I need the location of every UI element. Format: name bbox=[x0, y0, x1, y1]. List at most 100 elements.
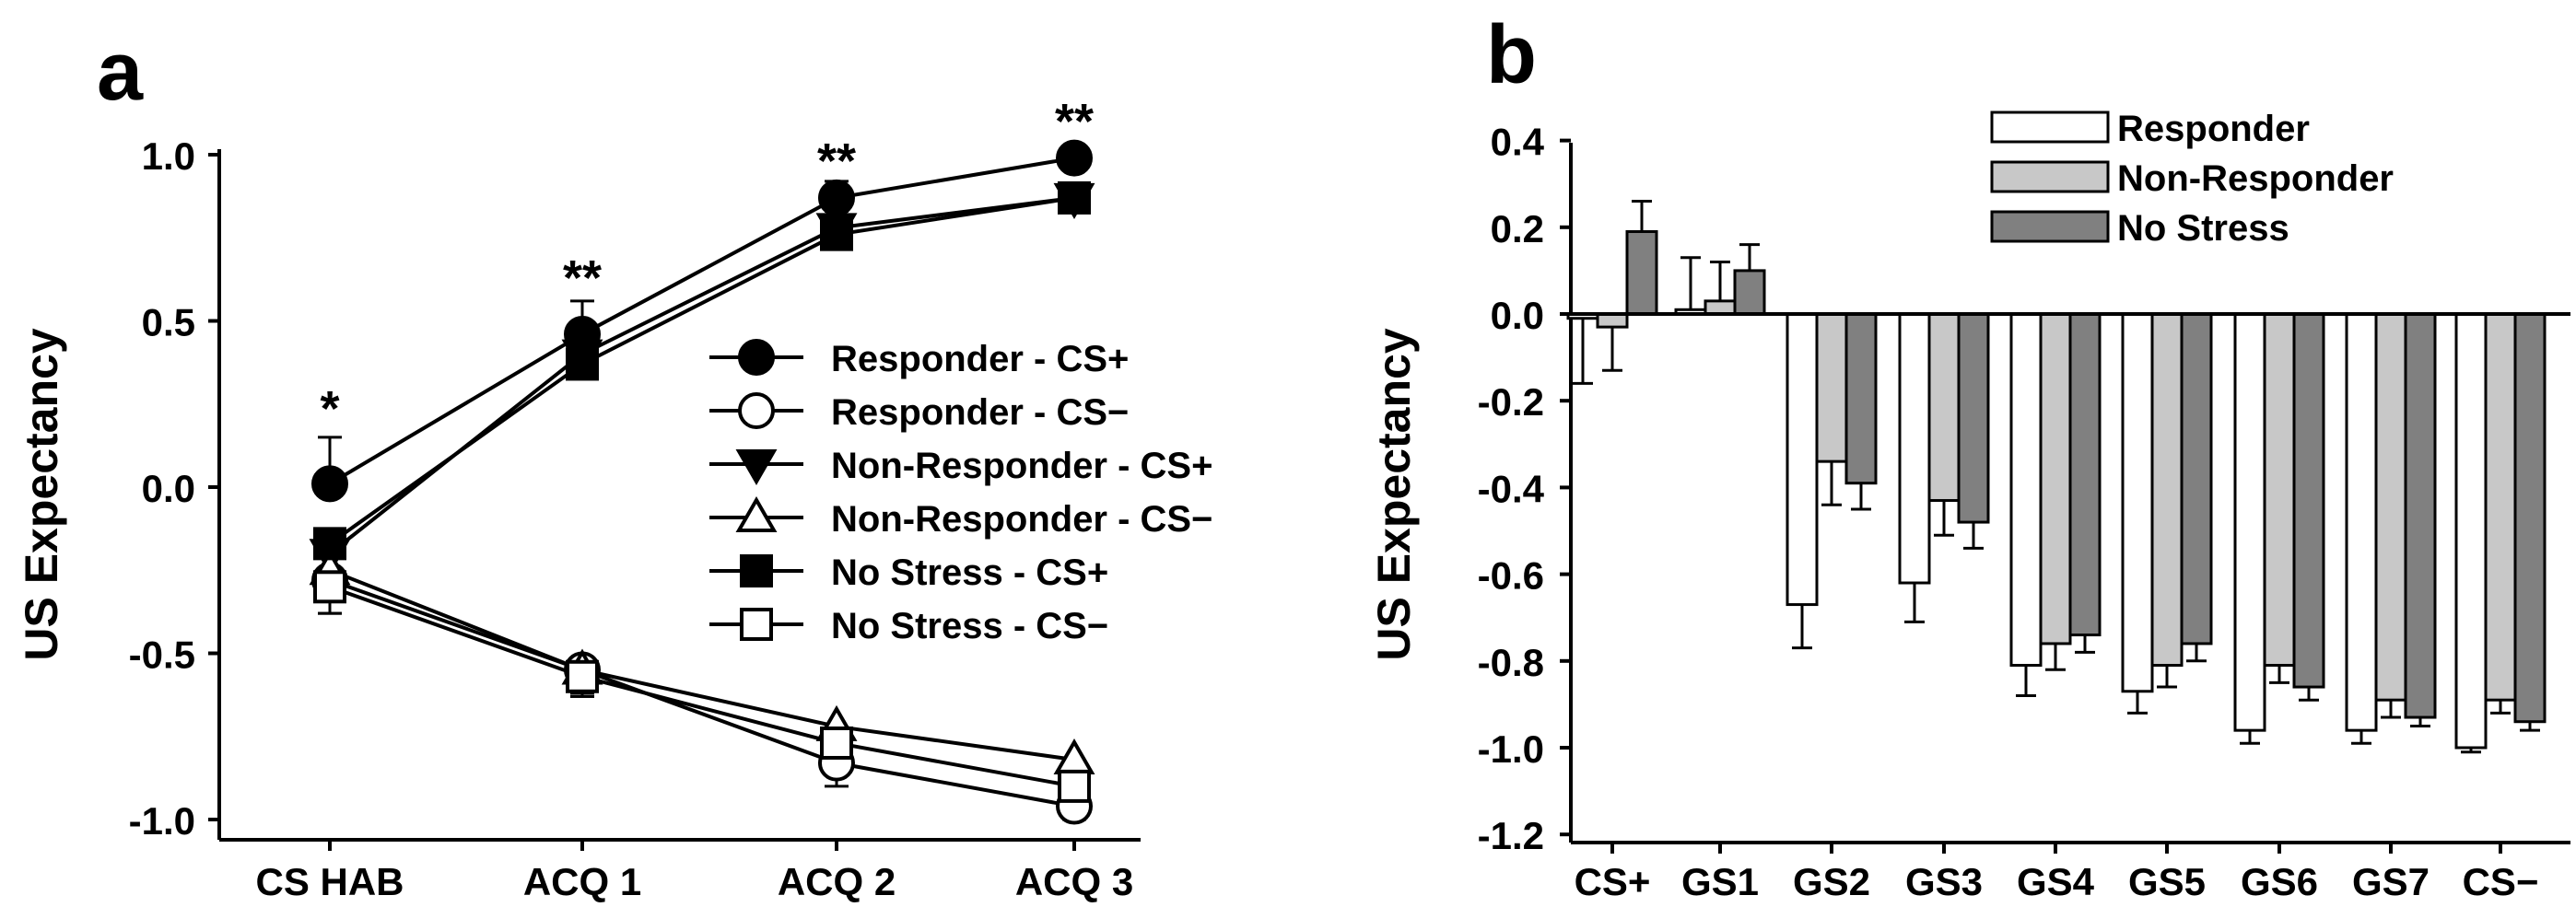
legend-swatch bbox=[1990, 210, 2110, 243]
y-tick-label: 0.0 bbox=[1491, 294, 1544, 337]
legend-marker bbox=[740, 608, 773, 641]
series-line bbox=[329, 585, 1075, 788]
x-tick-label: ACQ 3 bbox=[1015, 860, 1133, 903]
legend-label: Responder - CS− bbox=[831, 392, 1129, 433]
x-tick-label: GS7 bbox=[2352, 860, 2430, 903]
panel-b-ylabel: US Expectancy bbox=[1368, 328, 1420, 660]
series-line bbox=[328, 195, 1075, 545]
legend-label: Non-Responder - CS− bbox=[831, 499, 1212, 540]
y-tick-label: 0.4 bbox=[1491, 121, 1545, 164]
x-tick-label: CS+ bbox=[1575, 860, 1651, 903]
significance-mark: ** bbox=[563, 250, 602, 306]
series-line bbox=[329, 568, 1075, 762]
data-point bbox=[820, 726, 853, 760]
x-tick-label: GS5 bbox=[2128, 860, 2206, 903]
data-point bbox=[313, 527, 346, 561]
data-point bbox=[1058, 180, 1091, 215]
bar bbox=[1844, 312, 1878, 485]
y-tick-label: -0.6 bbox=[1478, 554, 1544, 598]
bar bbox=[2121, 312, 2154, 693]
panel-a-axes bbox=[217, 149, 1141, 842]
legend-label: Responder bbox=[2117, 109, 2310, 149]
legend-label: Responder - CS+ bbox=[831, 339, 1129, 379]
y-tick-label: 0.5 bbox=[142, 301, 195, 344]
y-tick-label: -0.5 bbox=[129, 634, 195, 677]
series-line bbox=[328, 156, 1075, 486]
bar bbox=[1704, 299, 1737, 316]
panel-b-y-ticks: 0.4 0.2 0.0 -0.2 -0.4 -0.6 -0.8 -1.0 -1.2 bbox=[1478, 121, 1571, 857]
bar bbox=[2374, 312, 2407, 702]
x-tick-label: GS6 bbox=[2241, 860, 2318, 903]
y-tick-label: -1.2 bbox=[1478, 814, 1544, 857]
y-tick-label: 0.0 bbox=[142, 467, 195, 510]
legend-marker bbox=[735, 449, 778, 486]
bar bbox=[2513, 312, 2547, 724]
bar bbox=[2039, 312, 2072, 645]
y-tick-label: 0.2 bbox=[1491, 207, 1544, 250]
bar bbox=[2454, 312, 2488, 750]
bar bbox=[2009, 312, 2043, 668]
y-tick-label: -1.0 bbox=[1478, 727, 1544, 771]
y-tick-label: -0.8 bbox=[1478, 641, 1544, 684]
data-point bbox=[313, 570, 346, 604]
legend-swatch bbox=[1990, 110, 2110, 144]
bar bbox=[2345, 312, 2378, 732]
significance-mark: * bbox=[320, 381, 339, 436]
bar bbox=[2484, 312, 2517, 702]
panel-a-series bbox=[309, 139, 1095, 825]
panel-a-y-ticks: 1.0 0.5 0.0 -0.5 -1.0 bbox=[129, 134, 219, 843]
bar bbox=[2150, 312, 2184, 668]
x-tick-label: ACQ 2 bbox=[778, 860, 896, 903]
panel-a-ylabel: US Expectancy bbox=[16, 328, 67, 660]
x-tick-label: CS HAB bbox=[255, 860, 404, 903]
x-tick-label: GS1 bbox=[1681, 860, 1759, 903]
panel-a-significance: ******* bbox=[320, 94, 1094, 436]
bar bbox=[2068, 312, 2102, 637]
data-point bbox=[566, 659, 599, 693]
bar bbox=[1815, 312, 1848, 463]
panel-b-bars bbox=[1566, 200, 2547, 754]
y-tick-label: -0.2 bbox=[1478, 380, 1544, 424]
bar bbox=[2292, 312, 2325, 689]
significance-mark: ** bbox=[817, 134, 856, 189]
legend-swatch bbox=[1990, 160, 2110, 193]
legend-label: Non-Responder - CS+ bbox=[831, 446, 1212, 486]
bar bbox=[2180, 312, 2213, 645]
panel-a-legend: Responder - CS+ Responder - CS− Non-Respon… bbox=[709, 339, 1212, 646]
data-point bbox=[566, 347, 599, 381]
data-point bbox=[311, 465, 348, 503]
bar bbox=[2263, 312, 2296, 668]
x-tick-label: ACQ 1 bbox=[523, 860, 641, 903]
legend-label: Non-Responder bbox=[2117, 158, 2394, 199]
legend-label: No Stress bbox=[2117, 208, 2289, 249]
data-point bbox=[1058, 769, 1091, 803]
x-tick-label: GS2 bbox=[1793, 860, 1870, 903]
panel-b-x-ticks: CS+ GS1 GS2 GS3 GS4 GS5 GS6 GS7 CS− bbox=[1575, 843, 2538, 903]
y-tick-label: 1.0 bbox=[142, 134, 195, 178]
data-point bbox=[820, 217, 853, 251]
legend-label: No Stress - CS+ bbox=[831, 552, 1108, 593]
series-line bbox=[329, 578, 1075, 808]
panel-b-axes bbox=[1569, 143, 2570, 844]
bar bbox=[1786, 312, 1819, 607]
bar bbox=[1625, 230, 1658, 316]
legend-label: No Stress - CS− bbox=[831, 606, 1108, 646]
y-tick-label: -0.4 bbox=[1478, 467, 1545, 510]
legend-marker bbox=[735, 495, 778, 532]
bar bbox=[1596, 312, 1629, 329]
panel-a-x-ticks: CS HAB ACQ 1 ACQ 2 ACQ 3 bbox=[255, 840, 1133, 903]
panel-b-letter: b bbox=[1486, 9, 1537, 101]
bar bbox=[1898, 312, 1931, 585]
panel-b-legend: Responder Non-Responder No Stress bbox=[1990, 109, 2394, 249]
x-tick-label: GS4 bbox=[2017, 860, 2095, 903]
panel-a-letter: a bbox=[97, 26, 144, 118]
y-tick-label: -1.0 bbox=[129, 799, 195, 843]
legend-marker bbox=[738, 339, 775, 376]
legend-marker bbox=[740, 554, 773, 587]
significance-mark: ** bbox=[1055, 94, 1094, 149]
bar bbox=[1957, 312, 1990, 524]
bar bbox=[2404, 312, 2437, 719]
bar bbox=[1927, 312, 1961, 503]
data-point bbox=[1056, 139, 1093, 177]
